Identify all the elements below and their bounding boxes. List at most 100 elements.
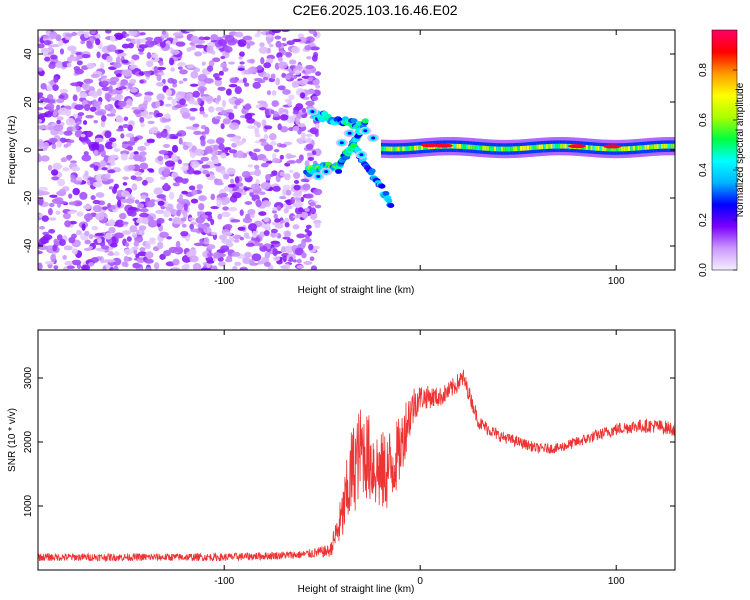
heatmap-cell (38, 250, 43, 255)
heatmap-cell (38, 189, 45, 197)
heatmap-cell (188, 185, 196, 191)
heatmap-cell (85, 114, 94, 119)
heatmap-cell (368, 168, 376, 174)
heatmap-cell (210, 150, 219, 156)
heatmap-cell (210, 34, 219, 42)
heatmap-cell (228, 206, 238, 212)
heatmap-cell (181, 264, 188, 270)
heatmap-cell (587, 145, 592, 151)
heatmap-cell (48, 137, 58, 143)
heatmap-cell (64, 260, 73, 266)
heatmap-cell (101, 167, 108, 171)
heatmap-cell (216, 199, 222, 208)
heatmap-cell (272, 158, 281, 164)
heatmap-cell (204, 95, 214, 102)
heatmap-cell (90, 257, 99, 263)
heatmap-cell (67, 210, 76, 215)
heatmap-cell (350, 142, 358, 148)
heatmap-cell (81, 223, 86, 231)
heatmap-cell (286, 160, 296, 164)
heatmap-cell (70, 177, 77, 183)
heatmap-cell (92, 205, 102, 213)
heatmap-cell (359, 153, 364, 157)
heatmap-cell (216, 94, 221, 102)
heatmap-cell (460, 144, 465, 149)
heatmap-cell (81, 83, 88, 89)
heatmap-cell (114, 93, 124, 101)
heatmap-cell (244, 201, 253, 205)
heatmap-cell (229, 77, 238, 84)
colorbar: 0.0 0.2 0.4 0.6 0.8 Normalized spectral ampl… (698, 29, 746, 277)
heatmap-cell (255, 199, 262, 208)
heatmap-cell (219, 193, 229, 198)
x-tick-label: -100 (214, 276, 234, 287)
heatmap-cell (390, 146, 394, 152)
heatmap-cell (258, 46, 269, 54)
heatmap-cell (309, 127, 319, 135)
heatmap-cell (260, 57, 265, 65)
x-tick-label: 100 (608, 576, 625, 587)
heatmap-cell (658, 144, 663, 149)
heatmap-cell (305, 89, 315, 95)
heatmap-cell (71, 233, 77, 239)
heatmap-cell (256, 121, 261, 128)
heatmap-cell (192, 263, 202, 270)
heatmap-cell (131, 106, 139, 111)
heatmap-cell (176, 202, 184, 211)
heatmap-cell (75, 123, 80, 130)
heatmap-cell (263, 261, 271, 267)
heatmap-cell (121, 43, 130, 49)
spectrogram-heatmap (38, 30, 675, 270)
heatmap-cell (228, 61, 236, 65)
heatmap-cell (282, 184, 291, 190)
heatmap-cell (201, 164, 211, 169)
colorbar-tick-label: 0.8 (698, 63, 709, 77)
heatmap-cell (100, 80, 109, 87)
heatmap-cell (251, 253, 262, 262)
heatmap-cell (84, 170, 89, 177)
heatmap-cell (311, 54, 318, 62)
heatmap-cell (168, 217, 173, 222)
heatmap-cell (52, 162, 62, 171)
heatmap-cell (272, 110, 279, 118)
heatmap-cell (475, 145, 479, 150)
heatmap-cell (109, 81, 117, 86)
heatmap-cell (113, 32, 124, 40)
heatmap-cell (107, 202, 112, 209)
heatmap-cell (226, 167, 236, 175)
heatmap-cell (175, 132, 182, 137)
heatmap-cell (265, 160, 273, 164)
heatmap-cell (161, 30, 167, 35)
heatmap-cell (206, 244, 216, 250)
heatmap-cell (275, 40, 282, 48)
heatmap-cell (225, 241, 234, 248)
heatmap-cell (409, 146, 413, 151)
heatmap-cell (217, 213, 223, 220)
heatmap-cell (172, 83, 178, 88)
heatmap-cell (133, 248, 138, 255)
heatmap-cell (287, 154, 297, 158)
heatmap-cell (199, 111, 206, 115)
heatmap-cell (71, 166, 81, 172)
heatmap-cell (200, 267, 208, 270)
heatmap-cell (185, 235, 190, 242)
heatmap-cell (347, 131, 352, 135)
heatmap-cell (95, 38, 101, 46)
heatmap-cell (155, 112, 164, 118)
heatmap-cell (531, 145, 536, 150)
heatmap-cell (138, 51, 144, 55)
heatmap-cell (484, 145, 488, 151)
heatmap-cell (247, 125, 257, 129)
heatmap-cell (65, 117, 75, 126)
heatmap-cell (397, 146, 401, 152)
heatmap-cell (66, 62, 72, 68)
spectrogram-axes: -100 100 -40 -20 0 20 40 (23, 30, 675, 287)
heatmap-cell (42, 234, 53, 241)
heatmap-cell (177, 159, 183, 165)
heatmap-cell (258, 191, 266, 196)
heatmap-cell (122, 123, 130, 129)
heatmap-cell (178, 137, 183, 145)
heatmap-cell (52, 244, 57, 252)
heatmap-cell (162, 143, 171, 149)
colorbar-tick-label: 0.0 (698, 263, 709, 277)
